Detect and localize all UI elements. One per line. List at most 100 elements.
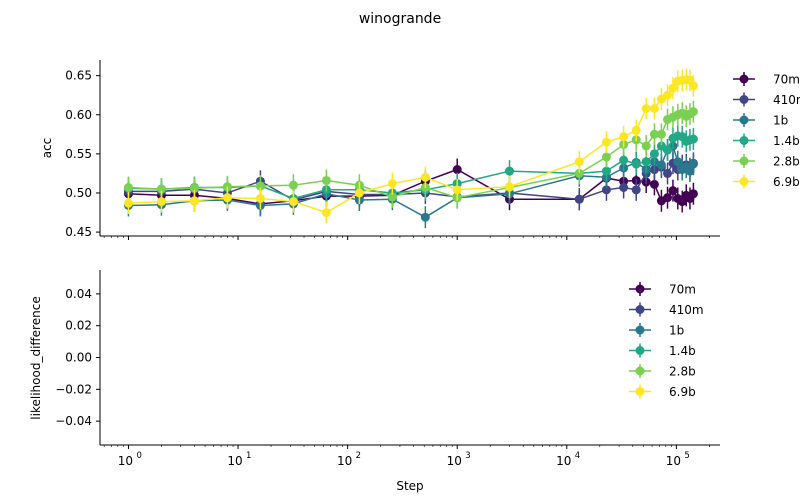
- acc-y-tick-label: 0.55: [65, 147, 92, 161]
- x-tick-exponent: 2: [356, 451, 361, 461]
- likelihood-legend: 70m 410m 1b 1.4b 2.8b 6.9b: [629, 282, 704, 399]
- data-point-6.9b: [619, 132, 629, 142]
- x-tick-label: 10: [227, 454, 242, 468]
- likelihood-x-ticks: 10 0 10 1 10 2 10 3 10 4 10 5: [103, 445, 710, 468]
- data-point-1b: [673, 157, 683, 167]
- acc-y-axis-label: acc: [40, 138, 54, 159]
- data-point-6.9b: [156, 197, 166, 207]
- data-point-6.9b: [321, 208, 331, 218]
- likelihood-legend-label: 70m: [669, 283, 696, 297]
- data-point-6.9b: [452, 185, 462, 195]
- acc-x-ticks: [103, 236, 710, 240]
- data-point-6.9b: [649, 103, 659, 113]
- acc-legend-item-2.8b: 2.8b: [733, 154, 800, 169]
- acc-legend-item-6.9b: 6.9b: [733, 174, 800, 189]
- x-tick-exponent: 1: [246, 451, 251, 461]
- likelihood-legend-marker: [635, 305, 645, 314]
- data-point-70m: [668, 186, 678, 196]
- data-point-2.8b: [601, 152, 611, 162]
- likelihood-legend-marker: [635, 366, 645, 376]
- data-point-2.8b: [123, 183, 133, 193]
- acc-legend-item-1.4b: 1.4b: [733, 133, 800, 148]
- data-point-1.4b: [688, 134, 698, 144]
- data-point-2.8b: [641, 141, 651, 151]
- likelihood-legend-marker: [635, 284, 645, 294]
- data-point-70m: [452, 165, 462, 175]
- data-point-1.4b: [631, 159, 641, 169]
- series-6.9b: [123, 68, 698, 224]
- x-tick-label: 10: [556, 454, 571, 468]
- acc-legend-marker: [739, 95, 749, 104]
- data-point-1b: [685, 166, 695, 176]
- data-point-6.9b: [574, 157, 584, 167]
- acc-y-tick-label: 0.60: [65, 108, 92, 122]
- data-point-6.9b: [222, 193, 232, 203]
- data-point-6.9b: [255, 193, 265, 203]
- likelihood-legend-marker: [635, 346, 645, 355]
- likelihood-legend-label: 1.4b: [669, 344, 696, 358]
- acc-legend-label: 6.9b: [773, 175, 800, 189]
- series-1b: [123, 135, 698, 229]
- data-point-6.9b: [387, 179, 397, 189]
- data-point-1.4b: [619, 155, 629, 165]
- acc-legend-label: 410m: [773, 93, 800, 107]
- likelihood-legend-item-2.8b: 2.8b: [629, 364, 696, 379]
- data-point-6.9b: [668, 83, 678, 93]
- acc-legend-item-1b: 1b: [733, 113, 788, 128]
- likelihood-y-tick-label: 0.00: [65, 351, 92, 365]
- data-point-1.4b: [663, 145, 673, 155]
- data-point-70m: [688, 189, 698, 199]
- data-point-1.4b: [505, 166, 515, 176]
- likelihood-legend-item-6.9b: 6.9b: [629, 384, 696, 399]
- x-tick-exponent: 0: [136, 451, 141, 461]
- x-axis-label: Step: [396, 479, 423, 493]
- x-tick-exponent: 3: [465, 451, 470, 461]
- likelihood-legend-label: 6.9b: [669, 385, 696, 399]
- acc-series-group: [123, 68, 698, 229]
- likelihood-y-tick-label: 0.04: [65, 287, 92, 301]
- data-point-2.8b: [288, 180, 298, 190]
- acc-panel: acc 0.45 0.50 0.55 0.60 0.65 70m 410m 1b 1.4b 2.…: [40, 60, 800, 240]
- data-point-2.8b: [321, 175, 331, 185]
- series-2.8b: [123, 100, 698, 209]
- acc-legend-marker: [739, 177, 749, 186]
- acc-y-tick-label: 0.65: [65, 69, 92, 83]
- data-point-1.4b: [649, 149, 659, 159]
- data-point-2.8b: [574, 168, 584, 178]
- data-point-6.9b: [601, 137, 611, 147]
- data-point-1.4b: [641, 157, 651, 167]
- likelihood-y-tick-label: 0.02: [65, 319, 92, 333]
- likelihood-y-tick-label: −0.04: [55, 414, 92, 428]
- data-point-2.8b: [156, 184, 166, 194]
- data-point-410m: [601, 185, 611, 195]
- data-point-410m: [574, 194, 584, 204]
- likelihood-legend-marker: [635, 387, 645, 396]
- data-point-6.9b: [663, 90, 673, 100]
- likelihood-legend-item-1b: 1b: [629, 323, 684, 338]
- acc-legend-label: 1b: [773, 114, 788, 128]
- likelihood-legend-item-410m: 410m: [629, 302, 704, 317]
- data-point-1b: [656, 160, 666, 170]
- data-point-2.8b: [656, 129, 666, 139]
- data-point-2.8b: [688, 107, 698, 117]
- acc-legend-marker: [739, 74, 749, 84]
- acc-legend-marker: [739, 115, 749, 125]
- data-point-70m: [663, 193, 673, 203]
- series-410m: [123, 152, 698, 211]
- data-point-2.8b: [649, 129, 659, 139]
- acc-legend-label: 70m: [773, 73, 800, 87]
- data-point-6.9b: [631, 125, 641, 135]
- acc-y-tick-label: 0.50: [65, 186, 92, 200]
- data-point-6.9b: [354, 188, 364, 198]
- likelihood-y-tick-label: −0.02: [55, 382, 92, 396]
- acc-legend-label: 1.4b: [773, 134, 800, 148]
- data-point-1.4b: [601, 166, 611, 176]
- likelihood-y-ticks: 0.04 0.02 0.00 −0.02 −0.04: [55, 287, 100, 428]
- data-point-6.9b: [189, 196, 199, 206]
- data-point-6.9b: [420, 172, 430, 182]
- data-point-410m: [631, 185, 641, 195]
- likelihood-legend-label: 410m: [669, 303, 704, 317]
- acc-legend-marker: [739, 136, 749, 145]
- data-point-1b: [420, 212, 430, 222]
- data-point-6.9b: [641, 103, 651, 113]
